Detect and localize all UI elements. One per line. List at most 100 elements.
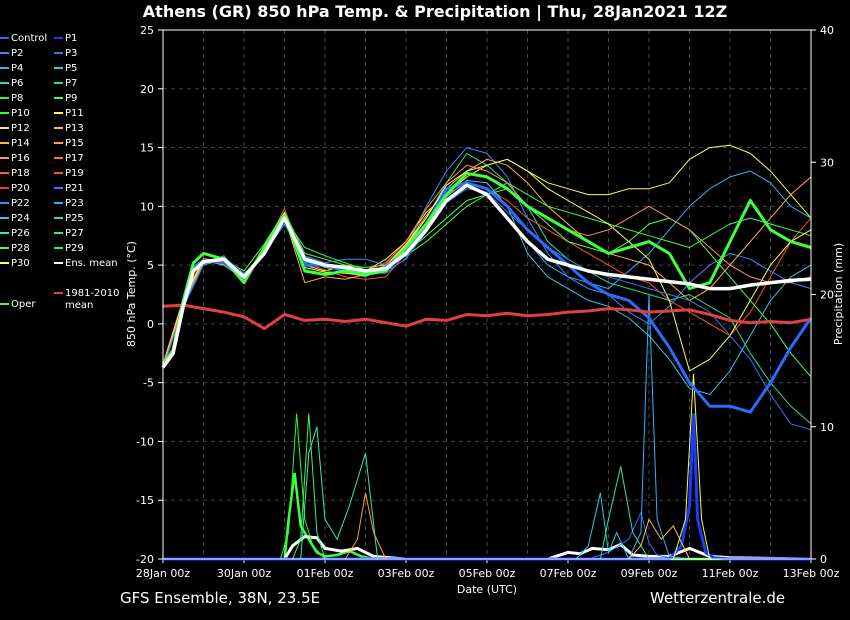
x-tick-label: 07Feb 00z bbox=[540, 567, 597, 580]
legend-swatch bbox=[0, 127, 9, 129]
y2-tick-label: 20 bbox=[820, 289, 834, 302]
legend-swatch bbox=[0, 187, 9, 189]
legend-swatch bbox=[0, 112, 9, 114]
legend-item: P13 bbox=[54, 123, 84, 135]
legend-swatch bbox=[54, 52, 63, 54]
y-tick-label: -10 bbox=[136, 435, 154, 448]
y-tick-label: -5 bbox=[143, 377, 154, 390]
legend-item: P27 bbox=[54, 228, 84, 240]
x-tick-label: 09Feb 00z bbox=[621, 567, 678, 580]
precip-line-control bbox=[163, 511, 811, 560]
legend-label: P1 bbox=[65, 33, 78, 44]
y-tick-label: 15 bbox=[140, 142, 154, 155]
legend-item-climatology: 1981-2010 mean bbox=[54, 288, 135, 312]
legend-swatch bbox=[0, 217, 9, 219]
legend-item: P2 bbox=[0, 48, 23, 60]
legend-label: P10 bbox=[11, 108, 30, 119]
legend-label: Control bbox=[11, 33, 48, 44]
legend-label: P21 bbox=[65, 183, 84, 194]
legend-item: Ens. mean bbox=[54, 258, 118, 270]
legend-label: Ens. mean bbox=[65, 258, 118, 269]
legend-swatch bbox=[54, 172, 63, 174]
x-axis-ticks: 28Jan 00z 30Jan 00z 01Feb 00z 03Feb 00z 05Fe… bbox=[136, 559, 840, 580]
footer-site: Wetterzentrale.de bbox=[650, 589, 786, 607]
legend-item: P4 bbox=[0, 63, 23, 75]
x-tick-label: 03Feb 00z bbox=[378, 567, 435, 580]
plot-frame bbox=[162, 29, 812, 560]
legend-swatch bbox=[54, 142, 63, 144]
legend-label: P27 bbox=[65, 228, 84, 239]
legend-swatch bbox=[0, 52, 9, 54]
chart-title: Athens (GR) 850 hPa Temp. & Precipitatio… bbox=[143, 2, 727, 22]
legend-swatch bbox=[54, 262, 63, 264]
legend-swatch bbox=[0, 262, 9, 264]
legend-swatch bbox=[54, 292, 63, 294]
y2-tick-label: 10 bbox=[820, 421, 834, 434]
temp-line-ens-mean bbox=[161, 183, 812, 369]
legend-label: P24 bbox=[11, 213, 30, 224]
precip-line-p13 bbox=[163, 518, 811, 560]
y-tick-label: -15 bbox=[136, 494, 154, 507]
temp-line-1981-2010-mean bbox=[162, 303, 812, 331]
y2-axis-ticks: 40 30 20 10 0 bbox=[811, 24, 834, 566]
legend-swatch bbox=[0, 142, 9, 144]
legend-item: P22 bbox=[0, 198, 30, 210]
legend-item: Control bbox=[0, 33, 47, 45]
legend-label: P22 bbox=[11, 198, 30, 209]
legend-swatch bbox=[54, 157, 63, 159]
legend-label: P5 bbox=[65, 63, 78, 74]
legend-label: P2 bbox=[11, 48, 24, 59]
legend-item: P10 bbox=[0, 108, 30, 120]
legend-swatch bbox=[54, 37, 63, 39]
legend-item: P19 bbox=[54, 168, 84, 180]
y-tick-label: 0 bbox=[147, 318, 154, 331]
legend-swatch bbox=[54, 247, 63, 249]
legend-swatch bbox=[0, 82, 9, 84]
legend-label: 1981-2010 mean bbox=[65, 288, 120, 311]
precip-line-p29 bbox=[163, 413, 811, 560]
legend-item: P6 bbox=[0, 78, 23, 90]
legend-item: P15 bbox=[54, 138, 84, 150]
legend-label: P17 bbox=[65, 153, 84, 164]
legend-swatch bbox=[54, 112, 63, 114]
legend-swatch bbox=[54, 187, 63, 189]
legend-item: P18 bbox=[0, 168, 30, 180]
legend-item: P12 bbox=[0, 123, 30, 135]
legend-swatch bbox=[54, 217, 63, 219]
legend-item: P1 bbox=[54, 33, 77, 45]
legend-item: P21 bbox=[54, 183, 84, 195]
legend-item: P23 bbox=[54, 198, 84, 210]
legend-swatch bbox=[0, 202, 9, 204]
legend-label: P14 bbox=[11, 138, 30, 149]
legend: Control P1 P2 P3 P4 P5 P6 P7 P8 P9 P10 P11 P12 P13 P14… bbox=[0, 33, 130, 323]
legend-item: P8 bbox=[0, 93, 23, 105]
legend-swatch bbox=[0, 303, 9, 305]
x-tick-label: 28Jan 00z bbox=[136, 567, 190, 580]
legend-item: P17 bbox=[54, 153, 84, 165]
legend-label: P7 bbox=[65, 78, 78, 89]
legend-swatch bbox=[0, 97, 9, 99]
x-tick-label: 13Feb 00z bbox=[783, 567, 840, 580]
legend-item: P24 bbox=[0, 213, 30, 225]
legend-item: P11 bbox=[54, 108, 84, 120]
x-tick-label: 30Jan 00z bbox=[217, 567, 271, 580]
y-tick-label: -20 bbox=[136, 553, 154, 566]
temp-lines bbox=[161, 144, 813, 431]
y2-axis-label: Precipitation (mm) bbox=[832, 243, 845, 345]
legend-swatch bbox=[0, 67, 9, 69]
x-tick-label: 05Feb 00z bbox=[459, 567, 516, 580]
legend-item: P30 bbox=[0, 258, 30, 270]
legend-label: P25 bbox=[65, 213, 84, 224]
y-tick-label: 20 bbox=[140, 83, 154, 96]
y-tick-label: 25 bbox=[140, 24, 154, 37]
y2-tick-label: 30 bbox=[820, 156, 834, 169]
legend-label: P8 bbox=[11, 93, 24, 104]
y-tick-label: 5 bbox=[147, 259, 154, 272]
legend-label: P3 bbox=[65, 48, 78, 59]
legend-label: P28 bbox=[11, 243, 30, 254]
legend-swatch bbox=[54, 232, 63, 234]
legend-swatch bbox=[0, 157, 9, 159]
legend-label: P20 bbox=[11, 183, 30, 194]
x-tick-label: 11Feb 00z bbox=[702, 567, 759, 580]
legend-item: P25 bbox=[54, 213, 84, 225]
